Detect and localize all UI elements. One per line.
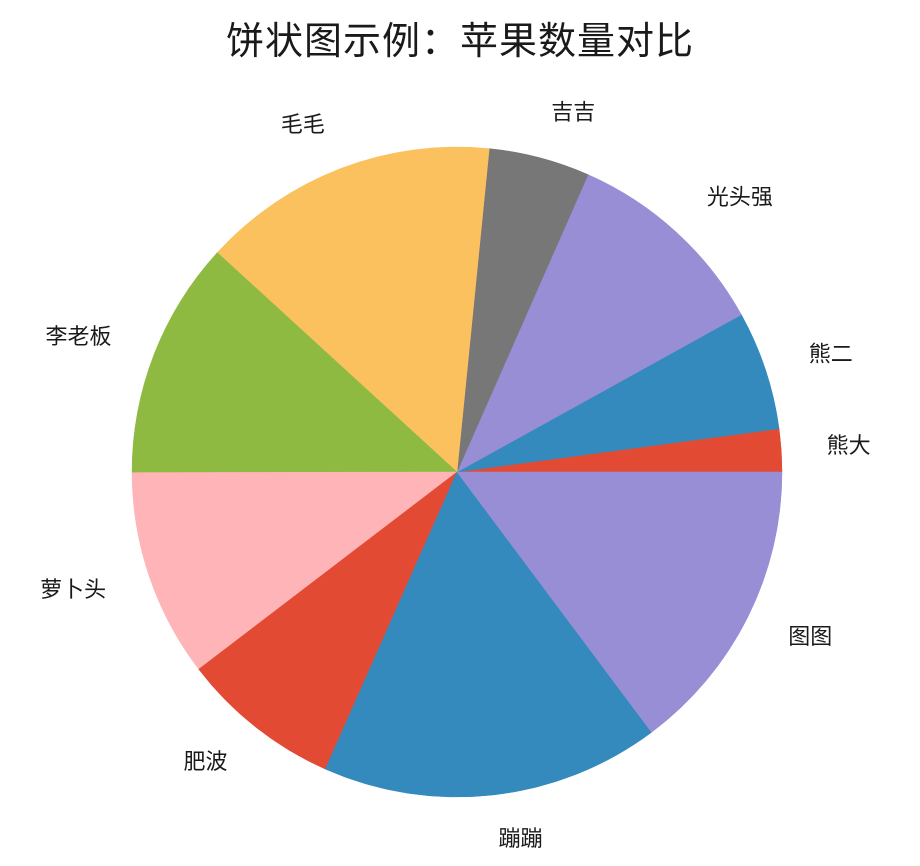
pie-slice: [198, 471, 458, 770]
slice-label: 熊大: [827, 434, 871, 459]
slice-label: 光头强: [707, 185, 773, 210]
chart-title: 饼状图示例：苹果数量对比: [225, 19, 694, 63]
slice-label: 萝卜头: [40, 578, 106, 603]
slice-label: 毛毛: [281, 113, 325, 138]
pie-slice: [456, 174, 742, 473]
pie-slice: [131, 252, 458, 473]
slice-label: 蹦蹦: [499, 827, 543, 852]
pie-slice: [131, 471, 458, 670]
pie-slice: [325, 471, 652, 798]
pie-slices: [131, 146, 783, 798]
pie-slice: [216, 146, 490, 473]
slice-label: 李老板: [46, 325, 112, 350]
slice-label: 肥波: [184, 750, 228, 775]
slice-label: 图图: [788, 625, 832, 650]
slice-label: 吉吉: [551, 101, 595, 126]
pie-slice: [456, 471, 783, 733]
slice-label: 熊二: [809, 343, 853, 368]
pie-slice: [456, 314, 780, 473]
